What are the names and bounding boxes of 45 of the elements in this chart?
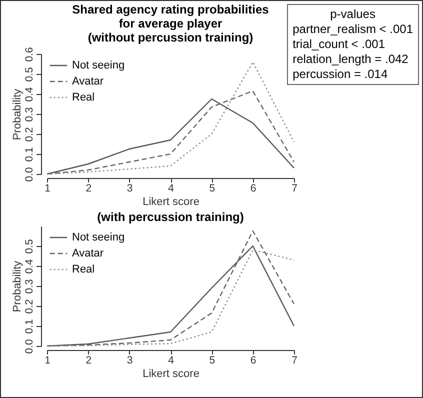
y-tick-label: 0.6 [24,47,36,62]
x-tick-label: 2 [86,354,92,366]
x-axis-title: Likert score [142,196,200,208]
text: trial_count < .001 [292,37,386,52]
annotation: relation_length = .042 [292,52,410,67]
y-tick-label: 0.2 [24,127,36,142]
x-tick-label: 7 [292,182,298,194]
x-tick-label: 4 [168,354,174,366]
chart-title: (with percussion training) [97,210,244,224]
x-tick-label: 2 [86,182,92,194]
x-axis-title: Likert score [142,368,200,380]
y-tick-label: 0.3 [24,279,36,294]
text: p-values [329,7,376,22]
legend-label: Not seeing [72,232,125,244]
y-tick-label: 0.0 [24,339,36,354]
y-tick-label: 0.4 [24,259,36,274]
y-axis-title: Probability [12,260,24,312]
x-tick-label: 4 [168,182,174,194]
text: partner_realism < .001 [292,22,413,37]
x-tick-label: 7 [292,354,298,366]
x-tick-label: 5 [209,354,216,366]
legend-label: Real [72,92,95,104]
y-tick-label: 0.5 [24,67,36,82]
x-tick-label: 1 [44,182,51,194]
legend-label: Avatar [72,76,104,88]
x-tick-label: 1 [44,354,51,366]
x-tick-label: 5 [209,182,216,194]
chart-title: Shared agency rating probabilities for average player (without percussion training) [72,2,270,45]
y-tick-label: 0.2 [24,299,36,314]
y-tick-label: 0.0 [24,167,36,182]
y-tick-label: 0.1 [24,147,36,162]
x-tick-label: 3 [126,354,133,366]
annotation: percussion = .014 [292,67,389,82]
y-tick-label: 0.4 [24,87,36,102]
x-tick-label: 6 [250,182,256,194]
legend-label: Not seeing [72,60,125,72]
legend-label: Real [72,264,95,276]
y-tick-label: 0.3 [24,107,36,122]
y-axis-title: Probability [12,88,24,140]
x-tick-label: 3 [126,182,133,194]
y-tick-label: 0.5 [24,239,36,254]
legend-label: Avatar [72,248,104,260]
line-series [46,61,295,175]
x-tick-label: 6 [250,354,256,366]
y-tick-label: 0.1 [24,319,36,334]
